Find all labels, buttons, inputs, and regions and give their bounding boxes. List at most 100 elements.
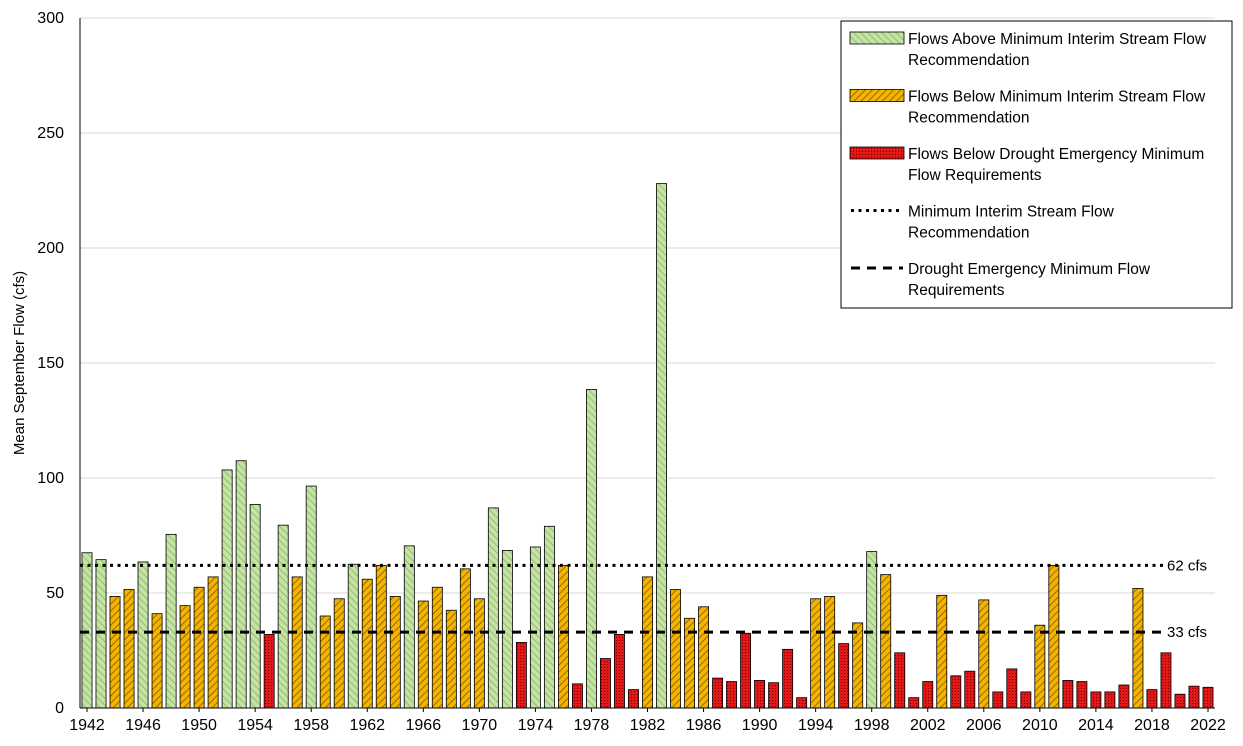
ref-label-drought: 33 cfs bbox=[1167, 624, 1207, 641]
y-tick-label-0: 0 bbox=[55, 700, 64, 717]
bar-1979 bbox=[600, 658, 611, 709]
bar-2018 bbox=[1146, 689, 1158, 709]
bar-2004 bbox=[950, 675, 962, 709]
bar-1960 bbox=[333, 598, 345, 709]
bar-2001 bbox=[908, 697, 920, 709]
bar-2015 bbox=[1104, 691, 1116, 709]
x-tick-label-2014: 2014 bbox=[1078, 717, 1114, 734]
bar-1956 bbox=[277, 524, 289, 709]
bar-1995 bbox=[824, 596, 836, 709]
bar-1949 bbox=[179, 605, 191, 709]
bar-1953 bbox=[235, 460, 247, 709]
bar-1986 bbox=[698, 606, 709, 709]
bar-1959 bbox=[319, 615, 331, 709]
y-tick-label-100: 100 bbox=[37, 470, 64, 487]
bar-1997 bbox=[852, 622, 864, 709]
bar-1988 bbox=[726, 681, 738, 709]
bar-1991 bbox=[768, 682, 780, 709]
bar-2005 bbox=[964, 670, 976, 709]
bar-2002 bbox=[922, 681, 934, 709]
x-tick-label-1978: 1978 bbox=[574, 717, 610, 734]
x-tick-label-2006: 2006 bbox=[966, 717, 1002, 734]
x-tick-label-2002: 2002 bbox=[910, 717, 946, 734]
bar-1978 bbox=[586, 389, 597, 709]
axes: 0 50 100 150 200 250 300 1942 1946 1950 1954 1958 19… bbox=[11, 10, 1226, 734]
bar-1944 bbox=[109, 596, 121, 709]
x-tick-label-1986: 1986 bbox=[686, 717, 722, 734]
x-tick-label-1970: 1970 bbox=[462, 717, 498, 734]
bars bbox=[81, 183, 1214, 709]
bar-2022 bbox=[1202, 686, 1214, 709]
bar-1971 bbox=[487, 507, 499, 709]
x-tick-label-1950: 1950 bbox=[181, 717, 217, 734]
bar-1963 bbox=[375, 565, 387, 709]
bar-1965 bbox=[403, 545, 415, 709]
bar-1945 bbox=[123, 589, 135, 709]
x-tick-label-2010: 2010 bbox=[1022, 717, 1058, 734]
bar-2009 bbox=[1020, 691, 1032, 709]
bar-1984 bbox=[670, 589, 681, 709]
bar-1969 bbox=[459, 568, 471, 709]
bar-1990 bbox=[754, 680, 766, 709]
ref-label-interim: 62 cfs bbox=[1167, 557, 1207, 574]
x-tick-label-1962: 1962 bbox=[349, 717, 385, 734]
x-tick-label-1994: 1994 bbox=[798, 717, 834, 734]
bar-1955 bbox=[263, 634, 275, 709]
reference-lines: 62 cfs 33 cfs bbox=[80, 557, 1207, 641]
bar-2007 bbox=[992, 691, 1004, 709]
bar-1970 bbox=[473, 598, 485, 709]
legend-label-interim-1: Recommendation bbox=[908, 225, 1029, 242]
y-tick-label-150: 150 bbox=[37, 355, 64, 372]
x-tick-label-1982: 1982 bbox=[630, 717, 666, 734]
bar-1947 bbox=[151, 613, 163, 709]
y-tick-label-200: 200 bbox=[37, 240, 64, 257]
bar-1961 bbox=[347, 563, 359, 709]
bar-1957 bbox=[291, 576, 303, 709]
bar-1972 bbox=[501, 550, 513, 709]
legend-label-drought-1: Requirements bbox=[908, 282, 1005, 299]
bar-2021 bbox=[1188, 685, 1200, 709]
bar-1943 bbox=[95, 559, 107, 709]
bar-1964 bbox=[389, 596, 401, 709]
bar-1987 bbox=[712, 677, 724, 709]
bar-2014 bbox=[1090, 691, 1102, 709]
bar-1966 bbox=[417, 600, 429, 709]
legend-label-drought-0: Drought Emergency Minimum Flow bbox=[908, 261, 1151, 278]
bar-2019 bbox=[1160, 652, 1172, 709]
bar-1983 bbox=[656, 183, 667, 709]
bar-2011 bbox=[1048, 565, 1060, 709]
bar-1998 bbox=[866, 551, 878, 709]
bar-1996 bbox=[838, 643, 850, 709]
bar-2017 bbox=[1132, 588, 1144, 709]
grid-lines bbox=[80, 17, 1215, 594]
x-tick-label-1946: 1946 bbox=[125, 717, 161, 734]
x-tick-label-2022: 2022 bbox=[1190, 717, 1226, 734]
bar-2010 bbox=[1034, 624, 1046, 709]
x-tick-label-1966: 1966 bbox=[406, 717, 442, 734]
bar-1980 bbox=[614, 634, 625, 709]
legend-label-below-0: Flows Below Minimum Interim Stream Flow bbox=[908, 89, 1206, 106]
bar-2008 bbox=[1006, 668, 1018, 709]
bar-1954 bbox=[249, 504, 261, 709]
bar-1942 bbox=[81, 552, 93, 709]
bar-1946 bbox=[137, 561, 149, 709]
legend: Flows Above Minimum Interim Stream Flow R… bbox=[840, 20, 1233, 309]
bar-1973 bbox=[515, 642, 527, 709]
bar-1982 bbox=[642, 576, 653, 709]
legend-label-below-1: Recommendation bbox=[908, 110, 1029, 127]
legend-label-interim-0: Minimum Interim Stream Flow bbox=[908, 204, 1115, 221]
bar-1968 bbox=[445, 609, 457, 709]
y-axis-title: Mean September Flow (cfs) bbox=[11, 271, 28, 455]
bar-2003 bbox=[936, 594, 948, 709]
bar-1992 bbox=[782, 648, 794, 709]
bar-2016 bbox=[1118, 684, 1130, 709]
bar-1977 bbox=[571, 683, 583, 709]
legend-swatch-below bbox=[849, 89, 905, 102]
legend-label-above-0: Flows Above Minimum Interim Stream Flow bbox=[908, 31, 1207, 48]
bar-2020 bbox=[1174, 693, 1186, 709]
bar-1981 bbox=[628, 689, 639, 709]
bar-2000 bbox=[894, 652, 906, 709]
y-tick-label-250: 250 bbox=[37, 125, 64, 142]
bar-1976 bbox=[557, 565, 569, 709]
legend-label-above-1: Recommendation bbox=[908, 52, 1029, 69]
